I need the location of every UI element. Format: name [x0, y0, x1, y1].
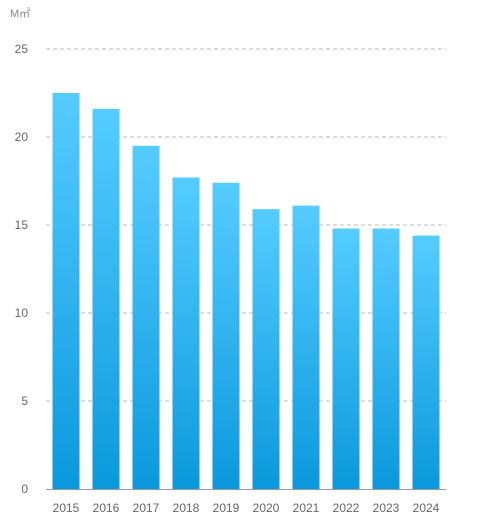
y-axis-unit-label: M㎡	[10, 7, 30, 20]
bar-2019	[212, 182, 240, 489]
x-tick-label: 2016	[93, 501, 120, 515]
x-tick-label: 2015	[53, 501, 80, 515]
x-tick-label: 2022	[333, 501, 360, 515]
y-tick-label: 0	[21, 482, 28, 496]
bar-2017	[132, 145, 160, 490]
bar-2021	[292, 205, 320, 489]
y-axis-tick-labels: 0 5 10 15 20 25	[15, 42, 29, 496]
bar-2016	[92, 108, 120, 489]
y-tick-label: 15	[15, 218, 29, 232]
bar-2024	[412, 235, 440, 489]
y-tick-label: 5	[21, 394, 28, 408]
bars	[52, 93, 440, 490]
bar-2023	[372, 228, 400, 489]
x-tick-label: 2023	[373, 501, 400, 515]
x-axis-tick-labels: 2015 2016 2017 2018 2019 2020 2021 2022 2023 2024	[53, 501, 440, 515]
bar-2022	[332, 228, 360, 489]
x-tick-label: 2019	[213, 501, 240, 515]
x-tick-label: 2024	[413, 501, 440, 515]
y-tick-label: 25	[15, 42, 29, 56]
x-tick-label: 2018	[173, 501, 200, 515]
bar-2015	[52, 93, 80, 489]
x-tick-label: 2020	[253, 501, 280, 515]
x-tick-label: 2021	[293, 501, 320, 515]
bar-2020	[252, 209, 280, 489]
bar-2018	[172, 177, 200, 490]
x-tick-label: 2017	[133, 501, 160, 515]
y-tick-label: 20	[15, 130, 29, 144]
y-tick-label: 10	[15, 306, 29, 320]
